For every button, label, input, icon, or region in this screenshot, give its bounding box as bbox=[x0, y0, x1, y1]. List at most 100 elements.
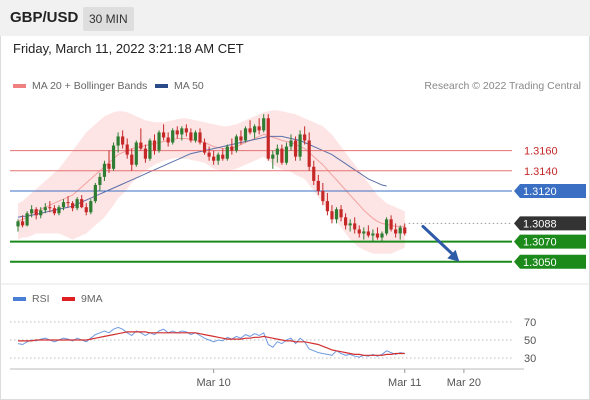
rsi-ma9-line bbox=[18, 331, 405, 356]
candle-body bbox=[20, 221, 25, 226]
x-tick-label: Mar 11 bbox=[388, 377, 421, 389]
candle-body bbox=[75, 199, 79, 209]
candle-body bbox=[380, 233, 384, 238]
candle-body bbox=[80, 199, 84, 208]
candle-body bbox=[71, 203, 75, 209]
candle-body bbox=[25, 213, 29, 226]
candle-body bbox=[253, 126, 257, 133]
level-tag-1.3120 bbox=[514, 184, 586, 199]
level-label-1.3160: 1.3160 bbox=[524, 146, 558, 158]
legend-bollinger-label: MA 20 + Bollinger Bands bbox=[32, 80, 148, 92]
legend-ma9: 9MA bbox=[62, 293, 103, 305]
x-tick-label: Mar 20 bbox=[447, 377, 481, 389]
candle-body bbox=[225, 146, 229, 159]
candle-body bbox=[143, 148, 147, 159]
candle-body bbox=[280, 148, 284, 163]
candle-body bbox=[357, 229, 361, 234]
candle-body bbox=[230, 146, 234, 151]
candle-body bbox=[130, 154, 134, 165]
candle-body bbox=[321, 191, 325, 202]
candle-body bbox=[43, 207, 47, 211]
forecast-arrow-shaft bbox=[421, 224, 457, 259]
candle-body bbox=[107, 163, 111, 169]
candle-body bbox=[39, 210, 43, 216]
candle-body bbox=[248, 128, 252, 133]
candle-body bbox=[198, 132, 202, 143]
legend-ma50: MA 50 bbox=[155, 80, 204, 92]
level-label-1.3120: 1.3120 bbox=[523, 186, 557, 198]
candle-body bbox=[216, 154, 220, 161]
level-label-1.3070: 1.3070 bbox=[523, 237, 557, 249]
chart-datetime: Friday, March 11, 2022 3:21:18 AM CET bbox=[13, 41, 244, 56]
candle-body bbox=[102, 163, 107, 177]
candle-body bbox=[16, 221, 20, 227]
rsi-tick-label: 50 bbox=[524, 335, 536, 347]
candle-body bbox=[180, 128, 184, 135]
forecast-arrow-head bbox=[447, 249, 460, 262]
legend-ma9-label: 9MA bbox=[81, 293, 103, 305]
chart-header: GBP/USD 30 MIN bbox=[0, 0, 590, 36]
candle-body bbox=[303, 134, 307, 141]
candle-body bbox=[339, 209, 343, 218]
candle-body bbox=[61, 202, 66, 208]
ma20-line bbox=[17, 133, 405, 227]
candle-body bbox=[111, 145, 116, 169]
candle-body bbox=[34, 209, 38, 216]
candle-body bbox=[366, 231, 370, 236]
level-tag-1.3070 bbox=[514, 234, 586, 249]
bollinger-band-area bbox=[18, 110, 405, 254]
candle-body bbox=[89, 201, 93, 213]
candle-body bbox=[162, 132, 166, 138]
candle-body bbox=[152, 140, 157, 151]
candle-body bbox=[348, 223, 352, 226]
candle-body bbox=[125, 144, 129, 155]
candle-body bbox=[175, 130, 179, 135]
candle-body bbox=[139, 142, 143, 149]
candle-body bbox=[275, 148, 279, 155]
currency-pair-title: GBP/USD bbox=[10, 9, 79, 26]
ma50-line bbox=[17, 135, 387, 218]
candle-body bbox=[384, 219, 389, 234]
candle-body bbox=[284, 146, 289, 163]
candle-body bbox=[271, 154, 275, 159]
level-label-1.3050: 1.3050 bbox=[523, 257, 557, 269]
candle-body bbox=[316, 180, 320, 192]
candle-body bbox=[298, 134, 302, 157]
candle-body bbox=[344, 217, 348, 226]
candle-body bbox=[262, 118, 266, 131]
candle-body bbox=[184, 128, 188, 133]
candle-body bbox=[353, 223, 357, 230]
candle-body bbox=[334, 209, 339, 220]
candle-body bbox=[398, 227, 402, 234]
candle-body bbox=[394, 229, 398, 234]
rsi-tick-label: 70 bbox=[524, 317, 536, 329]
interval-badge[interactable]: 30 MIN bbox=[83, 7, 134, 31]
candle-body bbox=[166, 137, 170, 143]
candle-body bbox=[330, 211, 334, 220]
candle-body bbox=[66, 202, 70, 204]
candle-body bbox=[371, 233, 375, 236]
candle-body bbox=[157, 132, 161, 151]
candle-body bbox=[202, 142, 207, 153]
candle-body bbox=[48, 207, 52, 209]
legend-ma50-label: MA 50 bbox=[174, 80, 204, 92]
candle-body bbox=[171, 130, 175, 143]
candle-body bbox=[52, 208, 56, 214]
candle-body bbox=[293, 140, 298, 157]
candle-body bbox=[266, 118, 270, 159]
level-label-1.3088: 1.3088 bbox=[523, 218, 557, 230]
candle-body bbox=[362, 231, 366, 234]
candle-body bbox=[30, 209, 34, 214]
candle-body bbox=[325, 201, 329, 212]
candle-body bbox=[307, 140, 311, 167]
candle-body bbox=[134, 142, 138, 165]
candle-body bbox=[221, 154, 225, 159]
candle-body bbox=[189, 132, 193, 141]
level-tag-1.3088 bbox=[514, 216, 586, 231]
candle-body bbox=[193, 132, 198, 141]
legend-ma9-swatch bbox=[62, 297, 75, 302]
candle-body bbox=[84, 207, 88, 213]
candle-body bbox=[207, 152, 211, 157]
candle-body bbox=[57, 207, 61, 214]
